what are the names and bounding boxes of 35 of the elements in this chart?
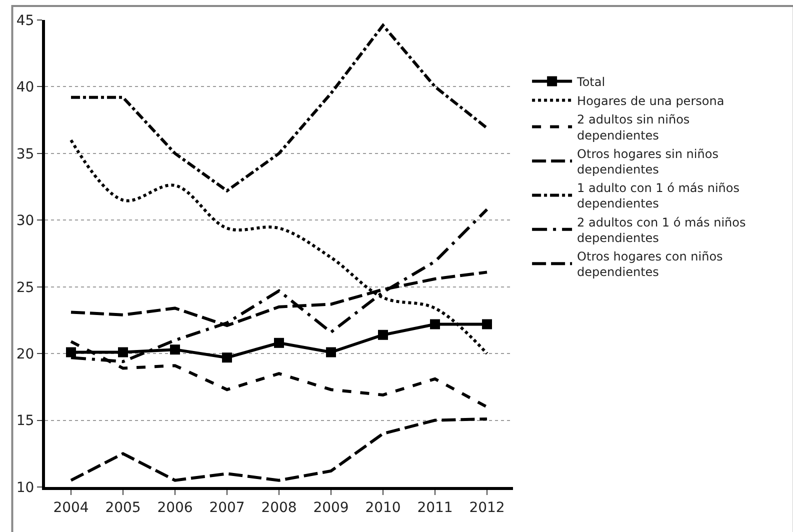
- legend-label: 2 adultos con 1 ó más niños dependientes: [577, 215, 746, 245]
- legend-label: Total: [576, 74, 606, 89]
- legend-label: Hogares de una persona: [577, 94, 724, 108]
- x-tick-label: 2010: [365, 500, 401, 516]
- point: [170, 344, 180, 355]
- point: [378, 330, 388, 340]
- x-tick-label: 2008: [261, 500, 297, 516]
- x-tick-label: 2005: [105, 500, 141, 516]
- y-tick-label: 15: [16, 413, 34, 430]
- point: [274, 338, 284, 348]
- y-tick-label: 25: [16, 280, 34, 296]
- x-tick-label: 2006: [157, 500, 193, 516]
- line-series: [70, 417, 488, 482]
- y-tick-label: 10: [16, 480, 34, 496]
- legend-label: 1 adulto con 1 ó más niños dependientes: [577, 181, 740, 211]
- legend-label: Otros hogares con niños dependientes: [577, 249, 723, 280]
- point: [430, 319, 440, 330]
- x-tick-label: 2007: [209, 500, 245, 516]
- x-tick-label: 2009: [313, 500, 349, 516]
- y-tick-label: 30: [16, 213, 34, 230]
- point: [66, 347, 76, 358]
- legend-label: 2 adultos sin niños dependientes: [577, 112, 690, 142]
- point: [222, 352, 232, 363]
- x-tick-label: 2012: [469, 500, 505, 516]
- legend-label: Otros hogares sin niños dependientes: [577, 146, 718, 176]
- point: [326, 347, 336, 358]
- y-tick-label: 45: [16, 12, 34, 29]
- x-tick-label: 2004: [53, 500, 89, 516]
- point: [118, 347, 128, 358]
- line-series: [70, 24, 488, 192]
- x-tick-label: 2011: [417, 500, 453, 516]
- y-tick-label: 20: [16, 346, 34, 362]
- point: [482, 319, 492, 330]
- y-tick-label: 40: [16, 80, 34, 96]
- y-tick-label: 35: [16, 146, 34, 162]
